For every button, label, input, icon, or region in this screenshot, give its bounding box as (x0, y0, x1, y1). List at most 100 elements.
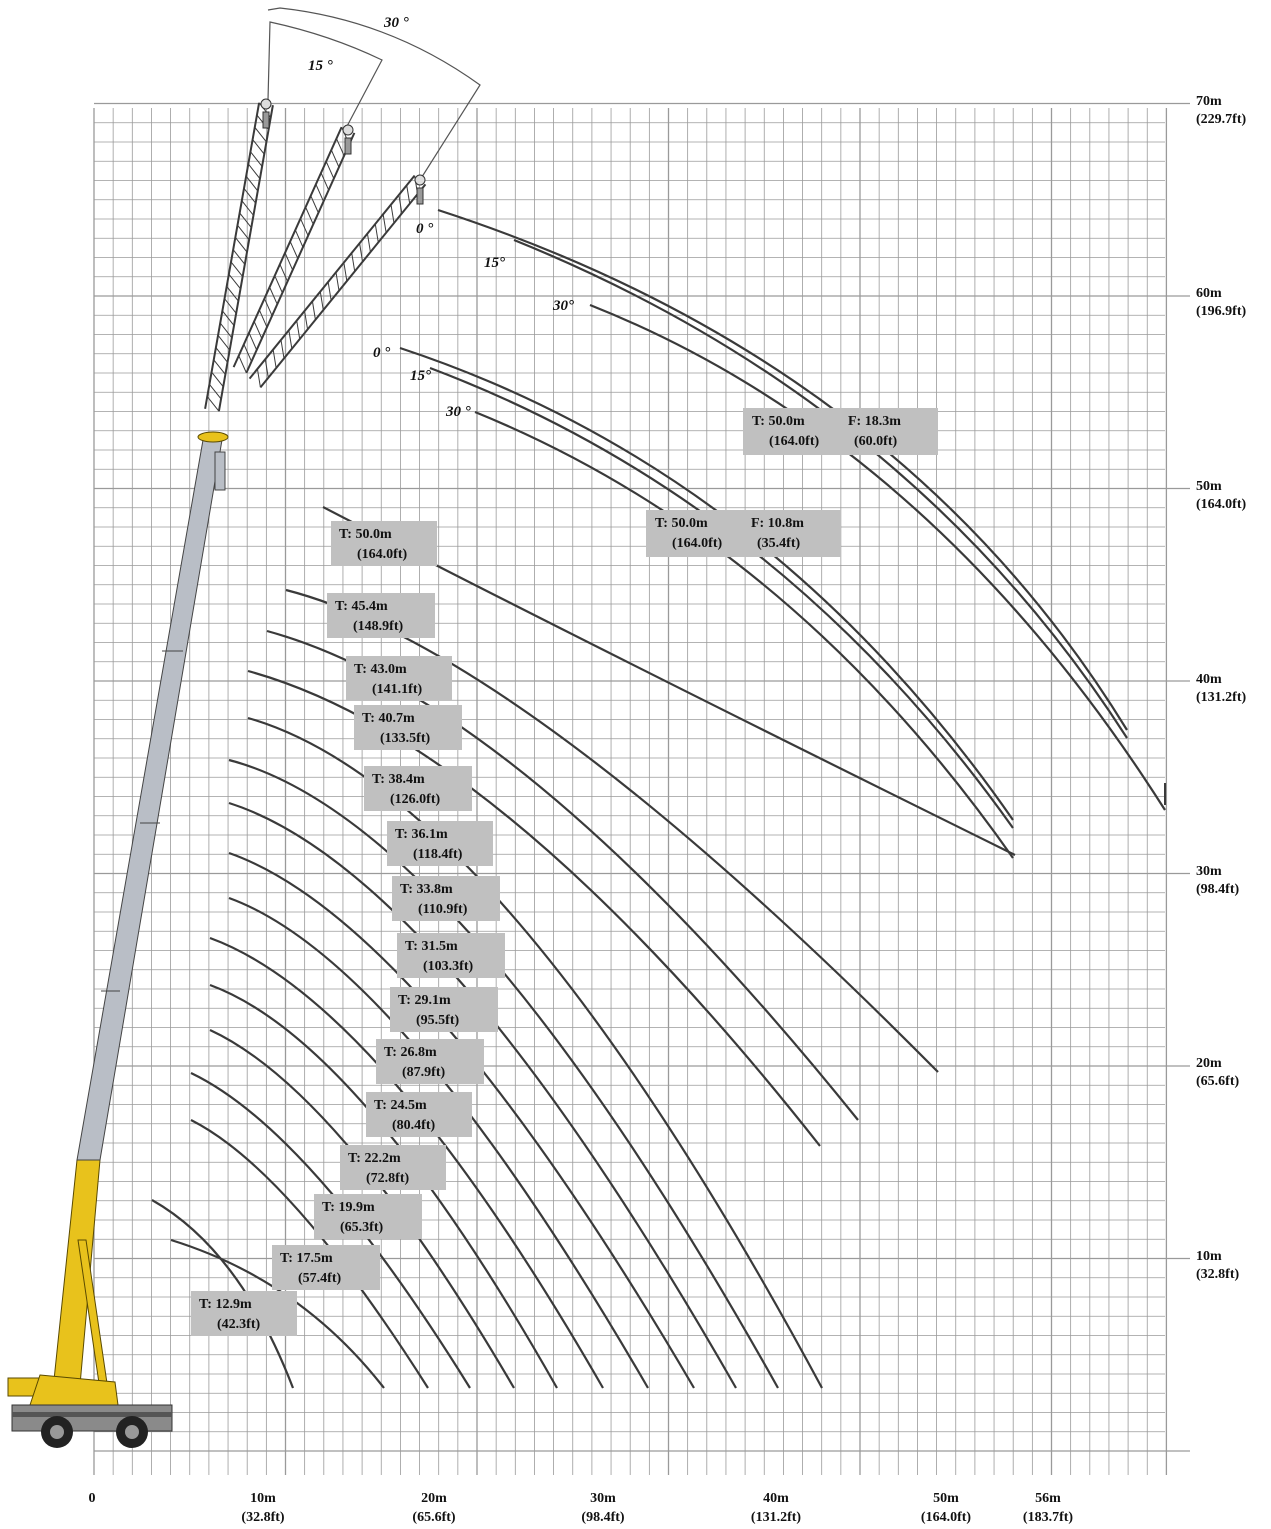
boom-length-label: T: 26.8m (87.9ft) (376, 1039, 484, 1084)
range-curve (247, 716, 823, 1389)
jib-telescopic-m: T: 50.0m (752, 414, 805, 429)
boom-length-m: T: 40.7m (362, 711, 415, 726)
boom-length-ft: (65.3ft) (340, 1220, 383, 1235)
boom-length-label: T: 33.8m (110.9ft) (392, 876, 500, 921)
y-axis-label: 30m (1196, 864, 1222, 879)
jib-range-curve (474, 410, 1014, 859)
boom-section-upper (76, 439, 223, 1161)
boom-head (197, 431, 229, 443)
lattice-jib-0 (248, 174, 427, 389)
chassis (11, 1404, 173, 1432)
boom-length-label: T: 12.9m (42.3ft) (191, 1291, 297, 1336)
lattice-jibs (204, 98, 427, 412)
range-curve (190, 1072, 471, 1389)
fly-jib-label: T: 50.0m F: 18.3m (164.0ft) (60.0ft) (743, 408, 938, 455)
boom-length-m: T: 36.1m (395, 827, 448, 842)
boom-length-label: T: 24.5m (80.4ft) (366, 1092, 472, 1137)
y-axis-sublabel: (32.8ft) (1196, 1267, 1239, 1282)
x-axis-label: 10m (250, 1491, 276, 1506)
boom-length-ft: (164.0ft) (357, 547, 407, 562)
boom-length-label: T: 29.1m (95.5ft) (390, 987, 498, 1032)
boom-length-label: T: 31.5m (103.3ft) (397, 933, 505, 978)
x-axis-label: 50m (933, 1491, 959, 1506)
jib-range-curve (589, 303, 1166, 811)
boom-length-m: T: 31.5m (405, 939, 458, 954)
angle-label-short-0: 0 ° (373, 345, 390, 361)
x-axis-sublabel: (98.4ft) (581, 1510, 624, 1525)
x-axis-label: 30m (590, 1491, 616, 1506)
telescopic-boom-labels: T: 50.0m (164.0ft) T: 45.4m (148.9ft) T: 43.… (191, 521, 505, 1336)
boom-length-m: T: 12.9m (199, 1297, 252, 1312)
range-curve (247, 669, 821, 1147)
jib-range-curve (437, 208, 1128, 731)
boom-length-label: T: 45.4m (148.9ft) (327, 593, 435, 638)
jib-telescopic-ft: (164.0ft) (672, 536, 722, 551)
boom-length-label: T: 43.0m (141.1ft) (346, 656, 452, 701)
angle-label-short-30: 30 ° (445, 404, 471, 420)
crane-carrier (7, 1374, 173, 1448)
angle-label-long-30: 30° (552, 298, 574, 314)
boom-length-label: T: 19.9m (65.3ft) (314, 1194, 422, 1239)
range-curve (190, 1119, 429, 1389)
boom-length-label: T: 17.5m (57.4ft) (272, 1245, 380, 1290)
y-axis-sublabel: (65.6ft) (1196, 1074, 1239, 1089)
jib-telescopic-ft: (164.0ft) (769, 434, 819, 449)
y-axis-sublabel: (131.2ft) (1196, 690, 1246, 705)
boom-length-ft: (148.9ft) (353, 619, 403, 634)
boom-length-ft: (126.0ft) (390, 792, 440, 807)
jib-telescopic-m: T: 50.0m (655, 516, 708, 531)
x-axis-label: 0 (89, 1491, 96, 1506)
range-curve (228, 801, 737, 1389)
boom-length-label: T: 36.1m (118.4ft) (387, 821, 493, 866)
y-axis-label: 40m (1196, 672, 1222, 687)
y-axis-label: 60m (1196, 286, 1222, 301)
boom-length-ft: (118.4ft) (413, 847, 463, 862)
boom-length-m: T: 43.0m (354, 662, 407, 677)
y-axis-label: 10m (1196, 1249, 1222, 1264)
boom-length-ft: (72.8ft) (366, 1171, 409, 1186)
jib-fly-ft: (35.4ft) (757, 536, 800, 551)
sweep-arc-15 (267, 21, 383, 131)
boom-section-lower (53, 1159, 101, 1386)
x-axis-sublabel: (164.0ft) (921, 1510, 971, 1525)
boom-length-ft: (133.5ft) (380, 731, 430, 746)
boom-length-m: T: 24.5m (374, 1098, 427, 1113)
sweep-arc-30 (267, 7, 481, 181)
boom-length-ft: (110.9ft) (418, 902, 468, 917)
boom-length-label: T: 22.2m (72.8ft) (340, 1145, 446, 1190)
main-boom (53, 431, 229, 1391)
boom-length-ft: (87.9ft) (402, 1065, 445, 1080)
x-axis-label: 40m (763, 1491, 789, 1506)
axis-labels: 0 10m (32.8ft) 20m (65.6ft) 30m (98.4ft) 40m (13… (89, 94, 1247, 1525)
y-axis-sublabel: (229.7ft) (1196, 112, 1246, 127)
y-axis-label: 50m (1196, 479, 1222, 494)
boom-length-m: T: 33.8m (400, 882, 453, 897)
x-axis-sublabel: (65.6ft) (412, 1510, 455, 1525)
lattice-jib-15 (232, 124, 356, 374)
range-curve (266, 629, 859, 1121)
boom-length-m: T: 45.4m (335, 599, 388, 614)
angle-label-top-30: 30 ° (383, 15, 409, 31)
fly-jib-label: T: 50.0m F: 10.8m (164.0ft) (35.4ft) (646, 510, 841, 557)
angle-label-long-0: 0 ° (416, 221, 433, 237)
boom-length-ft: (141.1ft) (372, 682, 422, 697)
angle-labels: 30 ° 15 ° 0 ° 15° 30° 0 ° 15° 30 ° (308, 15, 574, 420)
lattice-jib-30 (204, 98, 274, 412)
boom-length-ft: (103.3ft) (423, 959, 473, 974)
range-curve (151, 1199, 295, 1389)
angle-label-top-15: 15 ° (308, 58, 333, 74)
jib-fly-m: F: 10.8m (751, 516, 804, 531)
fly-jib-labels: T: 50.0m F: 18.3m(164.0ft) (60.0ft)T: 50.0… (646, 408, 938, 557)
boom-length-m: T: 29.1m (398, 993, 451, 1008)
y-axis-label: 70m (1196, 94, 1222, 109)
hook-block (214, 451, 226, 491)
boom-length-label: T: 50.0m (164.0ft) (331, 521, 437, 566)
boom-length-ft: (42.3ft) (217, 1317, 260, 1332)
x-axis-sublabel: (131.2ft) (751, 1510, 801, 1525)
y-axis-sublabel: (196.9ft) (1196, 304, 1246, 319)
boom-length-label: T: 38.4m (126.0ft) (364, 766, 472, 811)
boom-length-m: T: 19.9m (322, 1200, 375, 1215)
y-axis-label: 20m (1196, 1056, 1222, 1071)
jib-fly-m: F: 18.3m (848, 414, 901, 429)
